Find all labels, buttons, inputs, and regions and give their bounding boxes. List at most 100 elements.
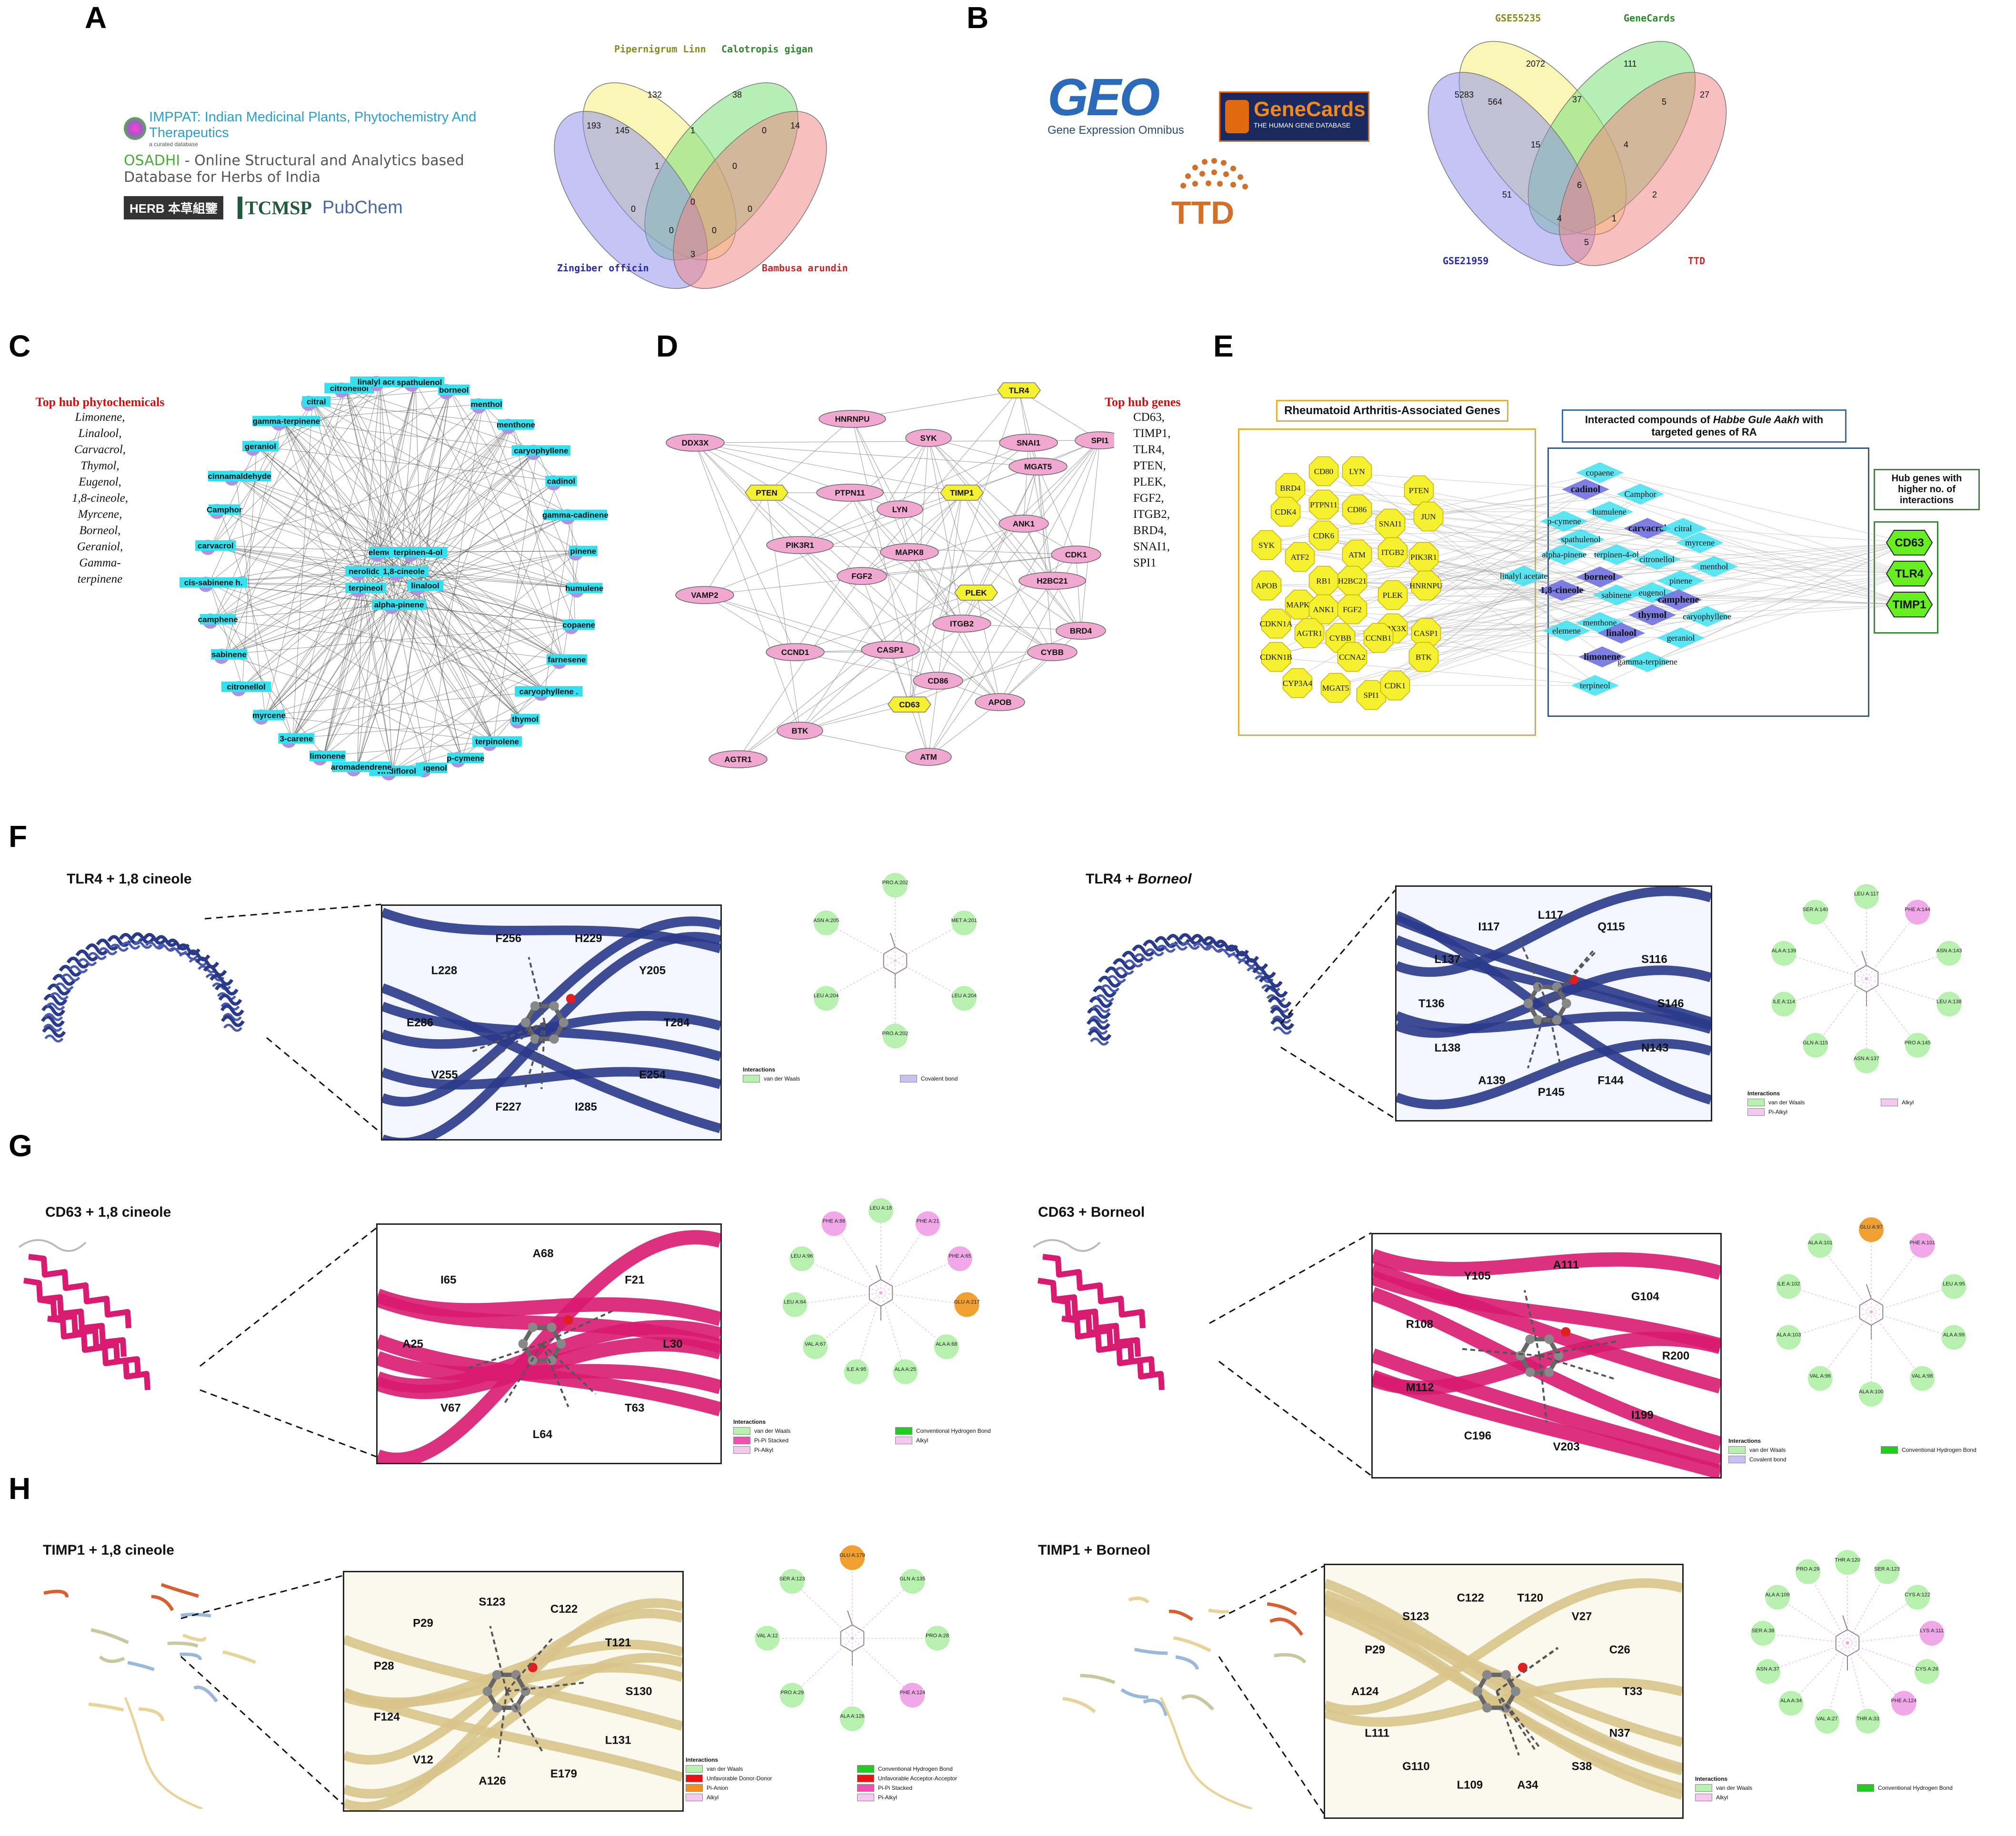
edge	[1687, 528, 1910, 543]
ra-gene-mgat5: MGAT5	[1320, 673, 1351, 703]
residue-label: S123	[1402, 1610, 1429, 1623]
phyto-node-gamma-terpinene: gamma-terpinene	[252, 415, 320, 431]
gene-node-casp1: CASP1	[861, 641, 920, 659]
compound-node-camphene: camphene	[1655, 589, 1702, 610]
edge	[256, 382, 416, 447]
gene-node-shape	[766, 536, 834, 554]
ligand-bond	[880, 1279, 893, 1287]
legend-swatch	[686, 1775, 703, 1782]
residue-circle	[893, 1359, 918, 1384]
protein-cartoon	[41, 932, 245, 1043]
edge	[461, 481, 558, 758]
gene-node-label: PIK3R1	[786, 541, 814, 550]
ra-gene-shape	[1377, 580, 1408, 610]
helix-segment	[223, 1023, 242, 1032]
interaction-line	[795, 1292, 881, 1305]
interaction-line	[541, 1343, 596, 1395]
legend-item: Alkyl	[1695, 1794, 1838, 1801]
edge	[395, 604, 494, 742]
edge	[312, 401, 545, 692]
compound-node-label: camphene	[1658, 595, 1699, 605]
strand-segment	[43, 1589, 69, 1598]
residue-node-leu-a-18: LEU A:18	[868, 1198, 893, 1223]
ra-gene-shape	[1377, 537, 1408, 567]
interactions-legend: Interactions van der Waals Conventional Hy…	[1695, 1776, 2000, 1801]
edge	[704, 595, 796, 653]
compound-node-label: pinene	[1669, 576, 1692, 586]
ra-gene-shape	[1285, 589, 1315, 620]
strand-segment	[1267, 1602, 1297, 1616]
residue-label: S116	[1641, 953, 1667, 966]
strand-segment	[1175, 1655, 1199, 1670]
legend-label: Alkyl	[1716, 1794, 1728, 1801]
helix-segment	[1244, 958, 1268, 970]
edge	[225, 388, 346, 655]
residue-label: V12	[413, 1754, 433, 1767]
legend-label: Pi-Pi Stacked	[878, 1785, 913, 1791]
docking-title: TIMP1 + Borneol	[1038, 1542, 1150, 1558]
strand-segment	[160, 1583, 199, 1598]
residue-name: GLU A:97	[1860, 1224, 1883, 1230]
edge	[1414, 630, 1572, 657]
ribbon-segment	[1373, 1370, 1720, 1477]
compound-node-label: thymol	[1638, 610, 1667, 620]
residue-node-ser-a-140: SER A:140	[1803, 900, 1828, 925]
residue-label: L131	[605, 1734, 631, 1747]
phyto-node-label: p-cymene	[447, 754, 484, 763]
venn-b-v7: 15	[1531, 140, 1540, 149]
residue-node-phe-a-124: PHE A:124	[899, 1683, 925, 1708]
ligand-bond	[895, 967, 907, 974]
ra-gene-label: CD80	[1314, 467, 1334, 476]
residue-node-asn-a-37: ASN A:37	[1756, 1659, 1781, 1684]
edge	[211, 545, 422, 586]
osadhi-prefix: OSADHI	[124, 152, 180, 169]
compound-node-sabinene: sabinene	[1593, 585, 1640, 605]
residue-name: ILE A:102	[1777, 1281, 1800, 1287]
hub-gene-tlr4: TLR4	[1886, 561, 1933, 586]
interaction-line	[1820, 1245, 1872, 1312]
cd63-cineole-protein	[10, 1228, 305, 1476]
interaction-line	[801, 1258, 881, 1293]
ra-gene-label: APOB	[1256, 581, 1277, 590]
edge	[399, 571, 522, 719]
edge	[1683, 573, 1910, 600]
phyto-node-label: 1,8-cineole	[383, 567, 425, 576]
helix-segment	[210, 973, 234, 986]
interaction-line	[524, 1022, 546, 1088]
ligand-oxygen-atom	[1561, 1327, 1571, 1337]
phyto-node-1-8-cineole: 1,8-cineole	[379, 566, 429, 581]
gene-node-shape	[954, 585, 998, 601]
phyto-node-citral: citral	[301, 396, 331, 411]
ligand-molecule	[1523, 975, 1578, 1025]
gene-node-label: SNAI1	[1017, 438, 1040, 447]
gene-node-shape	[816, 484, 884, 502]
edge	[209, 582, 243, 687]
gene-node-label: MAPK8	[895, 548, 924, 557]
legend-item: Pi-Alkyl	[1747, 1108, 1862, 1116]
ligand-2d-structure	[868, 1265, 893, 1320]
helix-segment	[1086, 1018, 1110, 1030]
gene-node-label: ITGB2	[950, 619, 974, 628]
panel-d-hub-text: Top hub genes CD63, TIMP1, TLR4, PTEN, P…	[1105, 395, 1200, 571]
interaction-line	[540, 1022, 546, 1089]
venn-a-label-4: Bambusa arundin	[762, 262, 848, 274]
ligand-bond	[1866, 965, 1878, 973]
ttd-logo: TTD	[1167, 152, 1262, 240]
edge	[361, 587, 393, 771]
phyto-node-box	[379, 566, 429, 576]
gene-node-hnrnpu: HNRNPU	[818, 410, 886, 428]
strand-segment	[182, 1633, 206, 1642]
edge	[493, 450, 538, 742]
ra-gene-label: PIK3R1	[1410, 553, 1437, 562]
edge	[235, 476, 266, 715]
interaction-line	[880, 1292, 947, 1347]
helix-segment	[154, 935, 179, 947]
residue-name: PRO A:29	[1796, 1567, 1820, 1572]
interaction-line	[826, 960, 896, 999]
gene-node-label: SYK	[920, 434, 938, 443]
edge	[214, 604, 396, 620]
residue-name: LEU A:95	[1943, 1281, 1965, 1287]
edge	[852, 418, 910, 553]
legend-swatch	[895, 1437, 912, 1444]
edge	[928, 437, 977, 593]
